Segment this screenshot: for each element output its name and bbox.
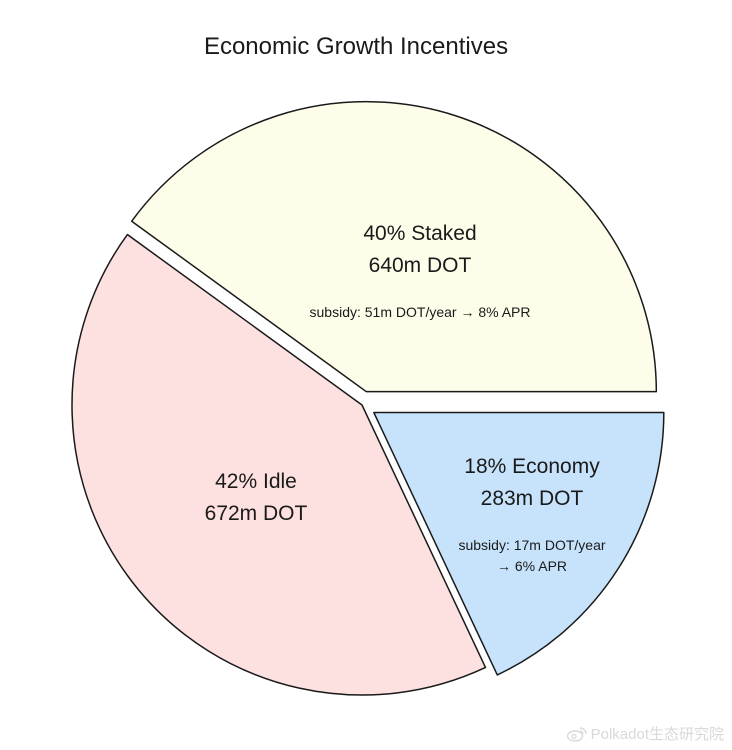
slice-label-staked-amount: 640m DOT (369, 254, 472, 277)
pie-labels: 40% Staked 640m DOT subsidy: 51m DOT/year … (205, 222, 606, 574)
slice-label-idle-percent: 42% Idle (215, 470, 297, 493)
pie-slice-economy (373, 411, 665, 676)
slice-note-staked-1: subsidy: 51m DOT/year → 8% APR (310, 304, 531, 320)
pie-slice-idle (71, 233, 487, 696)
weibo-icon (566, 726, 587, 742)
pie-slice-staked (130, 101, 658, 393)
slice-label-staked-percent: 40% Staked (363, 222, 476, 245)
slice-note-economy-1: subsidy: 17m DOT/year (458, 537, 605, 553)
pie-slices (71, 101, 665, 696)
slice-label-economy-amount: 283m DOT (481, 487, 584, 510)
slice-label-economy-percent: 18% Economy (464, 455, 600, 478)
watermark: Polkadot生态研究院 (566, 723, 724, 744)
slice-note-economy-2: → 6% APR (497, 558, 567, 574)
chart-title: Economic Growth Incentives (203, 33, 509, 60)
watermark-text: Polkadot生态研究院 (590, 726, 724, 743)
slice-label-idle-amount: 672m DOT (205, 502, 308, 525)
